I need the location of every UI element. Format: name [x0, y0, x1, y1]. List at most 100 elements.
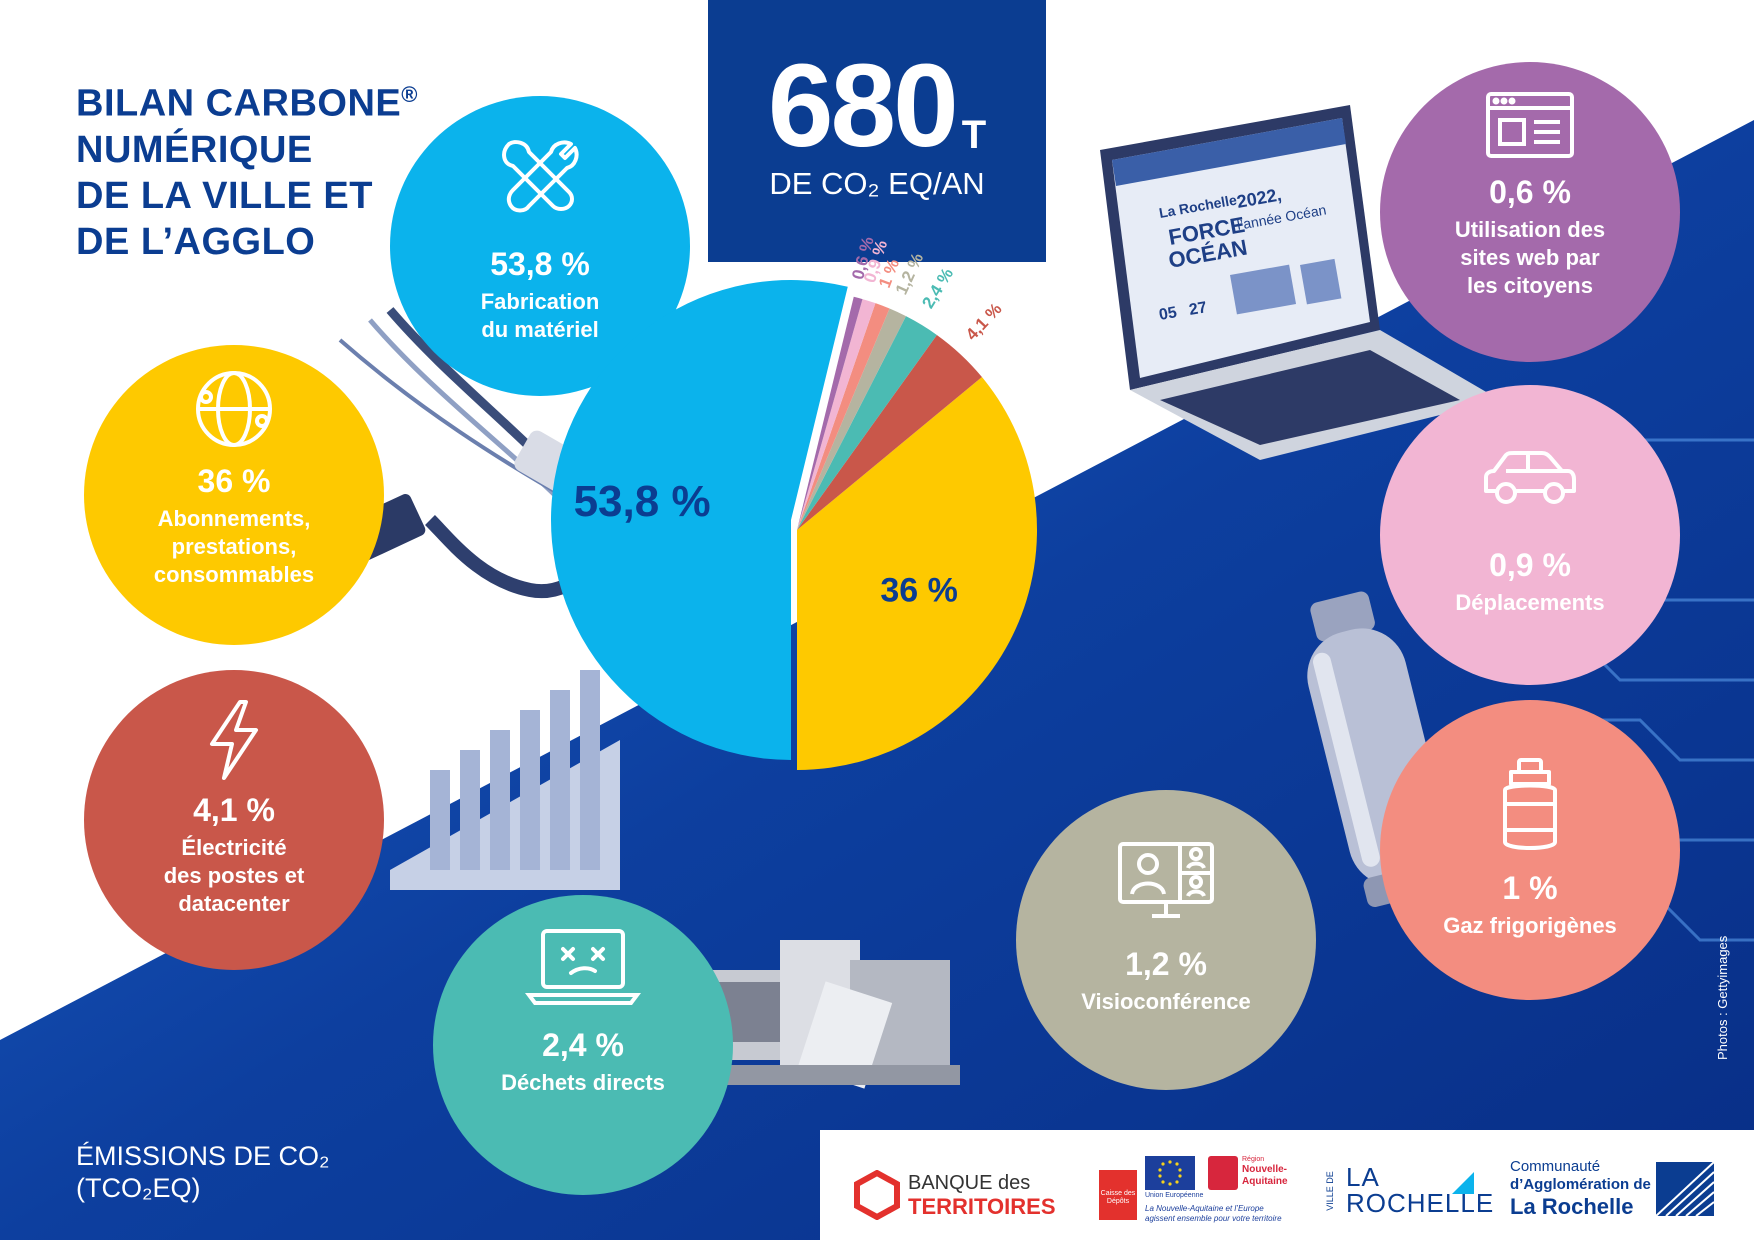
abonnements-pct: 36 % — [197, 463, 271, 499]
visio-label-line-1: Visioconférence — [1081, 989, 1251, 1014]
region-line-3: Aquitaine — [1242, 1176, 1288, 1187]
fabrication-pct: 53,8 % — [490, 246, 590, 282]
tools-icon — [502, 140, 579, 213]
bubble-gaz: 1 % Gaz frigorigènes — [1380, 700, 1680, 1000]
laptop-date-1: 05 — [1158, 304, 1179, 324]
agglo-line-3: La Rochelle — [1510, 1194, 1634, 1219]
pie-slice-6 — [797, 299, 876, 530]
gaz-pct: 1 % — [1502, 870, 1558, 906]
total-value: 680 T — [708, 46, 1046, 195]
eu-flag-icon — [1145, 1156, 1195, 1190]
deplacements-label: Déplacements — [1404, 589, 1656, 617]
dechets-pct: 2,4 % — [542, 1027, 624, 1063]
ville-la-rochelle-logo: VILLE DE LA ROCHELLE — [1325, 1162, 1493, 1226]
agglo-line-2: d’Agglomération de — [1510, 1176, 1651, 1193]
fabrication-label-line-1: Fabrication — [480, 289, 600, 314]
europe-line-2: La Nouvelle-Aquitaine et l’Europe — [1145, 1204, 1264, 1213]
laptop-date-2: 27 — [1188, 299, 1209, 319]
sites-web-label-line-2: sites web par — [1460, 245, 1600, 270]
pie-label-1: 36 % — [880, 571, 958, 609]
bubble-sites-web: 0,6 % Utilisation des sites web par les … — [1380, 62, 1680, 362]
partner-logos-band: BANQUE des TERRITOIRES Caisse des Dépôts… — [820, 1130, 1754, 1240]
deplacements-pct: 0,9 % — [1489, 547, 1571, 583]
sites-web-label: Utilisation des sites web par les citoye… — [1404, 216, 1656, 300]
nouvelle-aquitaine-logo: Région Nouvelle- Aquitaine — [1208, 1156, 1298, 1196]
region-line-2: Nouvelle- — [1242, 1164, 1288, 1175]
bubble-deplacements: 0,9 % Déplacements — [1380, 385, 1680, 685]
bubble-abonnements: 36 % Abonnements, prestations, consommab… — [84, 345, 384, 645]
europe-line-3: agissent ensemble pour votre territoire — [1145, 1214, 1282, 1223]
ville-triangle-icon — [1452, 1172, 1474, 1194]
title-line-2: NUMÉRIQUE — [76, 128, 313, 171]
banque-line-2: TERRITOIRES — [908, 1194, 1056, 1219]
car-icon — [1484, 451, 1576, 504]
banque-territoires-logo: BANQUE des TERRITOIRES Caisse des Dépôts — [854, 1170, 1137, 1230]
emissions-label-line-1: ÉMISSIONS DE CO₂ — [76, 1141, 330, 1171]
electricite-pct: 4,1 % — [193, 792, 275, 828]
europe-logo: Union Européenne La Nouvelle-Aquitaine e… — [1145, 1156, 1305, 1226]
broken-laptop-icon — [525, 929, 641, 1005]
page-title: BILAN CARBONE® NUMÉRIQUE DE LA VILLE ET … — [76, 72, 418, 265]
banque-line-1: BANQUE des — [908, 1172, 1031, 1194]
sites-web-label-line-3: les citoyens — [1467, 273, 1593, 298]
caisse-depots-text: Caisse des Dépôts — [1100, 1190, 1136, 1205]
sites-web-label-line-1: Utilisation des — [1454, 217, 1606, 242]
region-line-1: Région — [1242, 1156, 1265, 1163]
globe-icon — [196, 371, 272, 447]
agglo-line-1: Communauté — [1510, 1158, 1601, 1175]
electricite-label: Électricité des postes et datacenter — [108, 834, 360, 918]
pie-slice-7 — [797, 296, 863, 530]
pie-slice-0 — [551, 280, 848, 760]
fabrication-label-line-2: du matériel — [481, 317, 599, 342]
laptop-photo: La Rochelle FORCE OCÉAN 2022, l’année Oc… — [1100, 105, 1500, 460]
title-line-1: BILAN CARBONE® — [76, 82, 418, 125]
network-cable-photo — [330, 307, 605, 599]
gaz-label: Gaz frigorigènes — [1404, 912, 1656, 940]
title-line-3: DE LA VILLE ET — [76, 174, 373, 217]
caisse-depots-badge: Caisse des Dépôts — [1099, 1170, 1137, 1220]
agglo-la-rochelle-logo: Communauté d’Agglomération de La Rochell… — [1510, 1158, 1714, 1224]
photo-credit: Photos : Gettyimages — [1715, 935, 1730, 1060]
abonnements-label-line-2: prestations, — [171, 534, 297, 559]
pie-slice-3 — [797, 316, 937, 530]
dechets-label: Déchets directs — [457, 1069, 709, 1097]
abonnements-label: Abonnements, prestations, consommables — [108, 505, 360, 589]
electricite-label-line-3: datacenter — [178, 891, 290, 916]
visio-label: Visioconférence — [1040, 988, 1292, 1016]
abonnements-label-line-3: consommables — [153, 562, 315, 587]
pie-slice-1 — [797, 377, 1037, 770]
ville-prefix: VILLE DE — [1324, 1171, 1335, 1211]
electricite-label-line-1: Électricité — [181, 835, 287, 860]
agglo-stripes-icon — [1656, 1162, 1714, 1216]
pie-slice-2 — [797, 334, 982, 530]
pie-slice-4 — [797, 308, 906, 530]
hexagon-logo-icon — [854, 1170, 900, 1220]
browser-window-icon — [1486, 92, 1574, 158]
gas-bottle-icon — [1503, 758, 1557, 850]
region-shield-icon — [1208, 1156, 1238, 1190]
video-call-icon — [1118, 842, 1214, 918]
europe-line-1: Union Européenne — [1145, 1192, 1204, 1199]
emissions-axis-label: ÉMISSIONS DE CO₂ (TCO₂EQ) — [76, 1140, 330, 1204]
bubble-visio: 1,2 % Visioconférence — [1016, 790, 1316, 1090]
total-unit-t: T — [961, 113, 987, 157]
computer-waste-photo — [690, 940, 960, 1089]
dechets-label-line-1: Déchets directs — [501, 1070, 665, 1095]
abonnements-label-line-1: Abonnements, — [157, 506, 311, 531]
visio-pct: 1,2 % — [1125, 946, 1207, 982]
total-unit: DE CO₂ EQ/AN — [769, 166, 985, 201]
pie-slice-5 — [797, 303, 890, 530]
ville-line-1: LA — [1346, 1162, 1380, 1192]
ville-line-2: ROCHELLE — [1346, 1188, 1495, 1218]
fabrication-label: Fabrication du matériel — [414, 288, 666, 344]
total-number: 680 — [767, 40, 959, 172]
deplacements-label-line-1: Déplacements — [1455, 590, 1605, 615]
bubble-dechets: 2,4 % Déchets directs — [433, 895, 733, 1195]
gaz-label-line-1: Gaz frigorigènes — [1443, 913, 1617, 938]
sites-web-pct: 0,6 % — [1489, 174, 1571, 210]
emissions-pie-chart: 53,8 %36 %4,1 %2,4 %1,2 %1 %0,9 %0,6 % — [551, 235, 1037, 770]
bubble-electricite: 4,1 % Électricité des postes et datacent… — [84, 670, 384, 970]
datacenter-photo — [390, 670, 620, 890]
trademark-symbol: ® — [401, 82, 418, 107]
total-emissions-box: 680 T DE CO₂ EQ/AN — [708, 0, 1046, 262]
